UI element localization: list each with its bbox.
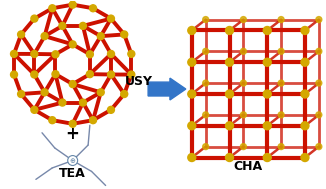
Circle shape [52, 51, 59, 58]
Circle shape [278, 17, 284, 22]
Circle shape [263, 26, 271, 34]
Circle shape [203, 17, 209, 22]
Text: USY: USY [125, 75, 153, 88]
Circle shape [49, 5, 56, 12]
Circle shape [69, 41, 76, 48]
Circle shape [69, 81, 76, 88]
Circle shape [316, 112, 322, 118]
Circle shape [128, 71, 135, 78]
Circle shape [301, 154, 309, 162]
Circle shape [108, 71, 114, 78]
Circle shape [31, 50, 38, 57]
Circle shape [108, 106, 114, 113]
Text: CHA: CHA [234, 160, 263, 174]
Circle shape [52, 71, 59, 78]
Circle shape [263, 58, 271, 66]
Circle shape [241, 144, 246, 149]
Circle shape [188, 154, 196, 162]
Circle shape [316, 144, 322, 149]
Circle shape [188, 58, 196, 66]
FancyArrow shape [148, 78, 186, 100]
Circle shape [226, 58, 233, 66]
Text: TEA: TEA [59, 167, 86, 180]
Circle shape [68, 156, 78, 166]
Circle shape [316, 17, 322, 22]
Circle shape [108, 50, 114, 57]
Circle shape [49, 117, 56, 124]
Circle shape [226, 122, 233, 130]
Circle shape [203, 48, 209, 54]
Circle shape [226, 154, 233, 162]
Circle shape [69, 1, 76, 8]
Circle shape [241, 48, 246, 54]
Circle shape [10, 71, 18, 78]
Text: ⊕: ⊕ [70, 157, 76, 163]
Circle shape [10, 50, 18, 57]
Circle shape [41, 89, 48, 96]
Circle shape [316, 80, 322, 86]
Circle shape [278, 144, 284, 149]
Circle shape [128, 50, 135, 57]
Circle shape [121, 31, 128, 38]
Circle shape [90, 117, 96, 124]
Circle shape [226, 26, 233, 34]
Circle shape [316, 48, 322, 54]
Circle shape [203, 112, 209, 118]
Circle shape [69, 120, 76, 127]
Circle shape [31, 106, 38, 113]
Circle shape [18, 91, 24, 98]
Text: +: + [66, 125, 80, 143]
Circle shape [80, 22, 86, 29]
Circle shape [80, 99, 86, 106]
Circle shape [18, 31, 24, 38]
Circle shape [241, 17, 246, 22]
Circle shape [59, 99, 66, 106]
Circle shape [278, 80, 284, 86]
Circle shape [226, 90, 233, 98]
Circle shape [31, 15, 38, 22]
Circle shape [263, 122, 271, 130]
Circle shape [31, 71, 38, 78]
Circle shape [203, 144, 209, 149]
Circle shape [188, 122, 196, 130]
Circle shape [241, 112, 246, 118]
Circle shape [241, 80, 246, 86]
Circle shape [90, 5, 96, 12]
Circle shape [86, 51, 93, 58]
Circle shape [86, 71, 93, 78]
Circle shape [41, 33, 48, 40]
Circle shape [263, 154, 271, 162]
Circle shape [301, 26, 309, 34]
Circle shape [188, 26, 196, 34]
Circle shape [121, 91, 128, 98]
Circle shape [301, 122, 309, 130]
Circle shape [301, 58, 309, 66]
Circle shape [278, 112, 284, 118]
Circle shape [301, 90, 309, 98]
Circle shape [263, 90, 271, 98]
Circle shape [278, 48, 284, 54]
Circle shape [188, 90, 196, 98]
Circle shape [97, 89, 104, 96]
Circle shape [203, 80, 209, 86]
Circle shape [59, 22, 66, 29]
Circle shape [97, 33, 104, 40]
Circle shape [108, 15, 114, 22]
